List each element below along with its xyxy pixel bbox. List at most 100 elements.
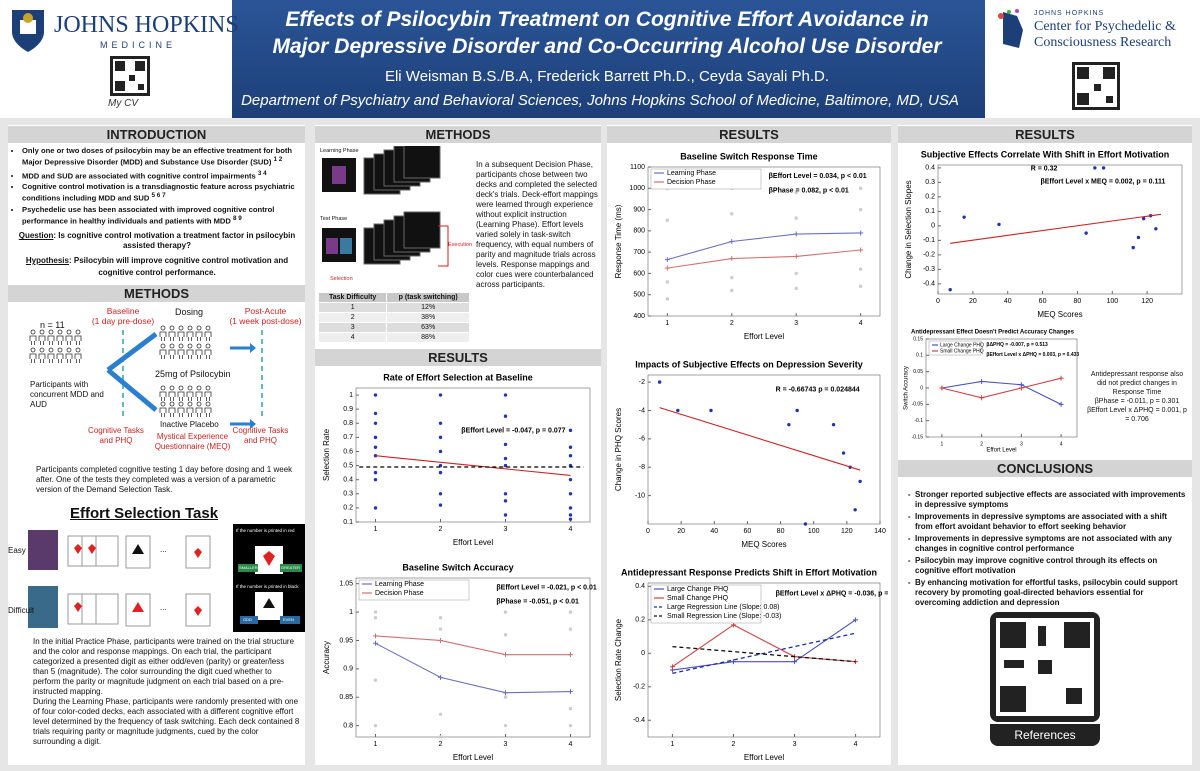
x-tick-label: 3 — [794, 320, 798, 327]
x-tick-label: 0 — [646, 528, 650, 535]
point — [568, 517, 573, 521]
legend-label: Small Regression Line (Slope: -0.03) — [667, 613, 781, 620]
legend-label: Large Change PHQ — [940, 342, 984, 348]
point — [438, 435, 443, 440]
y-tick-label: 0.15 — [913, 336, 923, 342]
x-tick-label: 1 — [374, 526, 378, 533]
y-tick-label: 0.9 — [343, 406, 353, 413]
y-axis-label: Selection Rate Change — [614, 618, 623, 701]
x-tick-label: 120 — [841, 528, 853, 535]
point — [853, 508, 857, 512]
column — [8, 125, 305, 765]
point — [948, 287, 952, 292]
x-tick-label: 0 — [936, 298, 940, 305]
column — [607, 125, 891, 765]
even: EVEN — [283, 617, 294, 622]
point — [831, 422, 836, 427]
legend-box — [650, 168, 762, 190]
y-tick-label: 0.2 — [343, 505, 353, 512]
meq: Mystical Experience Questionnaire (MEQ) — [154, 432, 231, 451]
title-line: Major Depressive Disorder and Co-Occurri… — [272, 35, 942, 58]
line — [375, 455, 571, 477]
red-rule: If the number is printed in red — [236, 528, 295, 533]
point — [858, 186, 863, 190]
chart: Antidepressant Response Predicts Shift i… — [614, 567, 888, 762]
y-tick-label: 0.6 — [343, 448, 353, 455]
marker — [503, 652, 508, 658]
annotation: βEffort Level = -0.047, p = 0.077 — [461, 428, 565, 435]
y-tick-label: 0 — [931, 223, 935, 230]
point — [657, 380, 662, 384]
y-tick-label: 0.9 — [343, 666, 353, 673]
y-tick-label: 1 — [349, 392, 353, 399]
authors: Eli Weisman B.S./B.A, Frederick Barrett … — [384, 68, 830, 85]
ref: 5 6 7 — [151, 192, 166, 200]
point — [841, 451, 846, 455]
marker — [373, 640, 378, 646]
point — [568, 610, 573, 614]
point — [568, 506, 573, 510]
point — [1093, 166, 1097, 170]
chart: Rate of Effort Selection at Baseline 1 2 3 4… — [322, 372, 591, 547]
point — [373, 435, 378, 440]
y-tick-label: 0.4 — [925, 165, 935, 172]
marker — [793, 253, 799, 259]
x-tick-label: 1 — [670, 741, 674, 748]
x-axis-label: MEQ Scores — [1037, 310, 1082, 319]
y-tick-label: -0.05 — [912, 402, 924, 408]
y-tick-label: 0 — [920, 385, 923, 391]
line — [375, 642, 571, 694]
point — [438, 712, 443, 716]
hypothesis: Hypothesis: Psilocybin will improve cogn… — [12, 255, 302, 279]
y-tick-label: 0.8 — [343, 420, 353, 427]
shield — [12, 10, 44, 52]
x-tick-label: 4 — [859, 320, 863, 327]
cell: p (task switching) — [386, 292, 470, 303]
row: 1 12% — [317, 302, 470, 313]
right-logo-line: JOHNS HOPKINS — [1034, 10, 1105, 17]
x-tick-label: 2 — [732, 741, 736, 748]
annotation: βEffort Level = 0.034, p < 0.01 — [769, 173, 867, 180]
y-tick-label: -6 — [639, 436, 645, 443]
point — [1084, 231, 1088, 235]
references-button[interactable]: References — [990, 724, 1100, 746]
point — [438, 627, 443, 631]
plot-frame — [647, 582, 881, 738]
bullet: Improvements in depressive symptoms are … — [915, 534, 1187, 554]
cv-label: My CV — [108, 98, 138, 109]
dots: ... — [160, 545, 167, 554]
marker — [853, 617, 859, 623]
right-logo-line: Center for Psychedelic & — [1034, 19, 1176, 34]
legend-label: Decision Phase — [375, 590, 424, 597]
text: In the initial Practice Phase, participa… — [33, 637, 295, 696]
annotation: βΔPHQ = -0.007, p = 0.513 — [986, 342, 1048, 348]
cell: 2 — [317, 312, 388, 323]
cell: 3 — [317, 322, 388, 333]
button-label: References — [1014, 728, 1076, 742]
bullet-text: Only one or two doses of psilocybin may … — [22, 146, 293, 167]
y-tick-label: 400 — [633, 313, 645, 320]
x-tick-label: 4 — [569, 741, 573, 748]
marker — [373, 633, 378, 639]
point — [568, 454, 573, 458]
point — [568, 706, 573, 711]
marker — [729, 256, 735, 262]
point — [1101, 166, 1106, 170]
section-heading: INTRODUCTION — [8, 126, 305, 143]
section-heading: METHODS — [315, 126, 601, 143]
text: : Psilocybin will improve cognitive cont… — [68, 256, 289, 278]
section-heading: RESULTS — [898, 126, 1192, 143]
bullet-text: Cognitive control motivation is a transd… — [22, 182, 295, 203]
x-axis-label: Effort Level — [453, 538, 494, 547]
chart-title: Antidepressant Response Predicts Shift i… — [621, 567, 877, 577]
marker — [979, 395, 985, 401]
marker — [503, 690, 508, 696]
y-tick-label: 900 — [633, 206, 645, 213]
point — [503, 442, 508, 447]
cell: 38% — [386, 312, 470, 323]
cell: 4 — [317, 332, 388, 343]
point — [373, 723, 378, 728]
text: βEffort Level x ΔPHQ = 0.001, p = 0.706 — [1087, 407, 1187, 423]
point — [568, 513, 573, 517]
bullet: Improvements in depressive symptoms are … — [915, 512, 1187, 532]
